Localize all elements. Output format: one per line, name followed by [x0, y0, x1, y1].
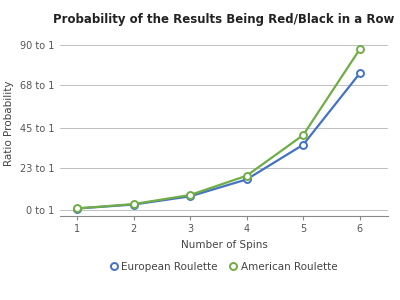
Legend: European Roulette, American Roulette: European Roulette, American Roulette	[111, 262, 337, 272]
American Roulette	[74, 207, 79, 210]
American Roulette	[244, 174, 249, 178]
American Roulette	[301, 133, 306, 137]
European Roulette	[244, 178, 249, 181]
European Roulette	[357, 72, 362, 75]
Y-axis label: Ratio Probability: Ratio Probability	[4, 80, 14, 166]
European Roulette	[74, 207, 79, 210]
Line: European Roulette: European Roulette	[74, 70, 363, 212]
European Roulette	[131, 203, 136, 206]
American Roulette	[357, 47, 362, 51]
Line: American Roulette: American Roulette	[74, 46, 363, 212]
X-axis label: Number of Spins: Number of Spins	[180, 240, 268, 250]
European Roulette	[188, 194, 192, 198]
American Roulette	[188, 193, 192, 197]
Title: Probability of the Results Being Red/Black in a Row: Probability of the Results Being Red/Bla…	[53, 13, 395, 26]
European Roulette	[301, 143, 306, 146]
American Roulette	[131, 202, 136, 206]
